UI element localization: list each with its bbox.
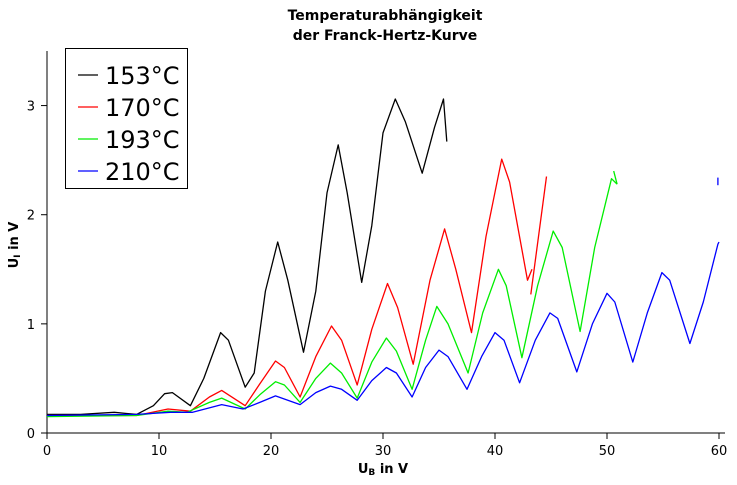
chart-subtitle: der Franck-Hertz-Kurve [292, 28, 478, 44]
y-axis-label: UI in V [7, 222, 23, 269]
x-tick-label: 10 [151, 444, 168, 459]
x-tick-label: 40 [487, 444, 504, 459]
legend-box [65, 48, 188, 189]
x-tick-label: 50 [599, 444, 616, 459]
legend-label: 153°C [105, 62, 180, 90]
x-tick-label: 20 [263, 444, 280, 459]
y-tick-label: 0 [27, 427, 35, 442]
legend: 153°C 170°C 193°C 210°C [65, 48, 188, 189]
chart-title: Temperaturabhängigkeit [287, 8, 483, 24]
series-193-line [46, 178, 618, 418]
series-193-tail-segment [613, 170, 618, 185]
series-153-line [47, 98, 448, 416]
x-axis-label: UB in V [358, 462, 408, 478]
x-tick-label: 0 [43, 444, 51, 459]
y-tick-label: 3 [27, 100, 35, 115]
y-tick-label: 1 [27, 318, 35, 333]
series-210-line [46, 241, 720, 417]
series-group [46, 98, 720, 418]
legend-label: 210°C [105, 158, 180, 186]
y-tick-label: 2 [27, 209, 35, 224]
x-tick-label: 60 [711, 444, 728, 459]
series-170-tail-segment [530, 176, 548, 295]
legend-label: 170°C [105, 94, 180, 122]
axes: 0 10 20 30 40 50 60 0 1 2 3 [27, 51, 728, 459]
x-tick-label: 30 [375, 444, 392, 459]
legend-label: 193°C [105, 126, 180, 154]
series-170-line [47, 158, 533, 417]
